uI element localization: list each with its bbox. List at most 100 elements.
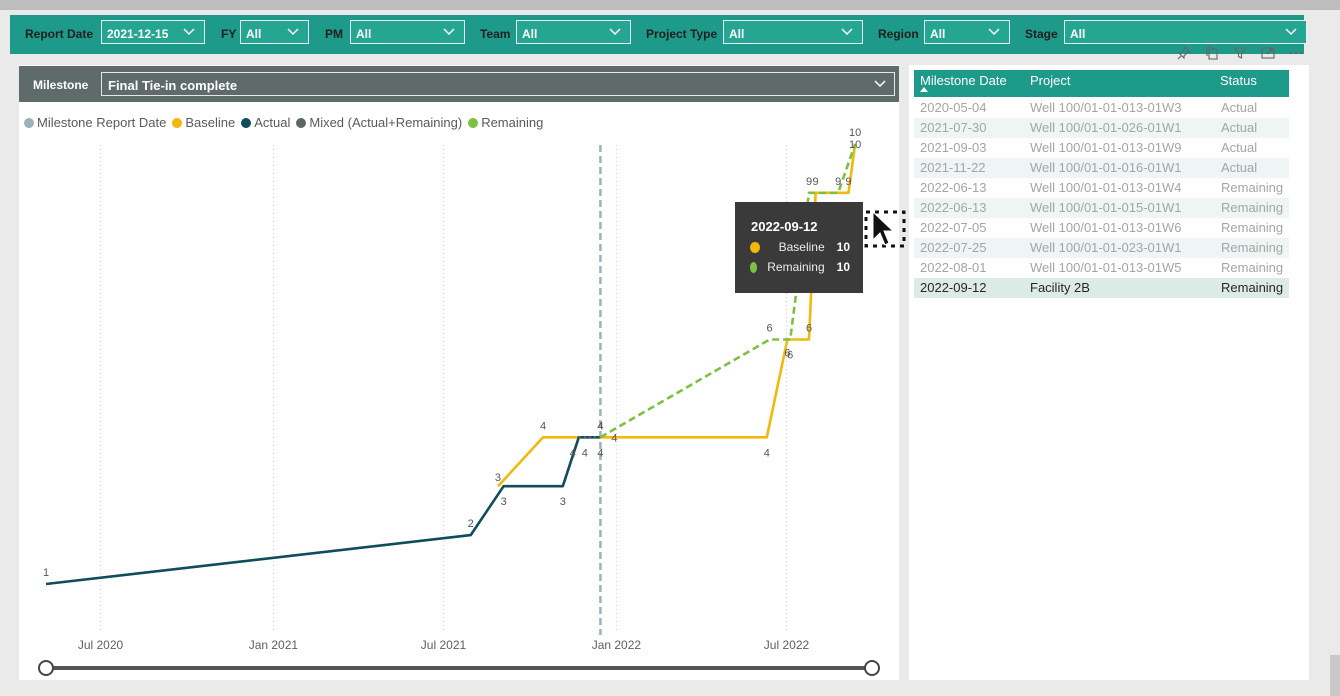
table-row[interactable]: 2022-07-25 Well 100/01-01-023-01W1 Remaini… [914, 238, 1289, 258]
page-scrollbar[interactable] [1330, 655, 1340, 696]
legend-item-mixed[interactable]: Mixed (Actual+Remaining) [296, 115, 462, 130]
fy-dropdown[interactable]: All [240, 20, 309, 44]
team-value: All [522, 27, 538, 41]
data-label: 4 [611, 432, 617, 444]
slider-end-handle[interactable] [864, 660, 880, 676]
chevron-down-icon [1285, 28, 1297, 36]
table-row[interactable]: 2021-11-22 Well 100/01-01-016-01W1 Actual [914, 158, 1289, 178]
chart-tooltip: 2022-09-12 Baseline 10 Remaining 10 [735, 202, 863, 293]
table-cell-status: Actual [1221, 120, 1258, 135]
data-label: 6 [806, 323, 812, 335]
tooltip-series-name: Remaining [767, 260, 825, 274]
pin-visual-button[interactable] [1170, 42, 1198, 64]
table-cell-project: Well 100/01-01-013-01W4 [1030, 180, 1182, 195]
pin-icon [1177, 45, 1192, 60]
column-header-milestone-date[interactable]: Milestone Date [920, 73, 1007, 88]
legend-label: Milestone Report Date [37, 115, 167, 130]
legend-label: Mixed (Actual+Remaining) [309, 115, 463, 130]
legend-label: Baseline [185, 115, 236, 130]
report-date-value: 2021-12-15 [107, 27, 169, 41]
stage-dropdown[interactable]: All [1064, 20, 1307, 44]
project-type-dropdown[interactable]: All [723, 20, 863, 44]
data-label: 4 [570, 447, 576, 459]
data-label: 9 [845, 176, 851, 188]
pm-value: All [356, 27, 372, 41]
table-row[interactable]: 2022-06-13 Well 100/01-01-013-01W4 Remaini… [914, 178, 1289, 198]
visual-header-toolbar [1170, 42, 1310, 64]
table-cell-status: Actual [1221, 160, 1258, 175]
data-label: 9 [835, 176, 841, 188]
tooltip-date: 2022-09-12 [751, 219, 818, 234]
milestone-label: Milestone [33, 78, 89, 92]
table-cell-project: Well 100/01-01-023-01W1 [1030, 240, 1182, 255]
window-top-border [0, 0, 1340, 10]
milestone-value: Final Tie-in complete [108, 78, 238, 93]
legend-item-baseline[interactable]: Baseline [172, 115, 235, 130]
x-tick-label: Jan 2021 [249, 638, 299, 652]
data-label: 3 [495, 472, 501, 484]
more-options-button[interactable] [1282, 42, 1310, 64]
milestone-slicer: Milestone Final Tie-in complete [19, 66, 899, 102]
table-row[interactable]: 2020-05-04 Well 100/01-01-013-01W3 Actual [914, 98, 1289, 118]
legend-item-actual[interactable]: Actual [241, 115, 290, 130]
tooltip-row-remaining: Remaining 10 [750, 260, 850, 274]
table-cell-date: 2022-09-12 [920, 280, 987, 295]
filter-label-report-date: Report Date [25, 27, 94, 41]
table-row[interactable]: 2022-07-05 Well 100/01-01-013-01W6 Remaini… [914, 218, 1289, 238]
focus-mode-button[interactable] [1254, 42, 1282, 64]
region-value: All [930, 27, 946, 41]
chevron-down-icon [988, 28, 1000, 36]
legend-item-remaining[interactable]: Remaining [468, 115, 543, 130]
pm-dropdown[interactable]: All [350, 20, 465, 44]
table-row[interactable]: 2021-07-30 Well 100/01-01-026-01W1 Actual [914, 118, 1289, 138]
data-label: 10 [849, 127, 861, 139]
filter-label-fy: FY [221, 27, 237, 41]
milestone-dropdown[interactable]: Final Tie-in complete [101, 72, 895, 96]
legend-item-milestone-report-date[interactable]: Milestone Report Date [24, 115, 166, 130]
tooltip-row-baseline: Baseline 10 [750, 240, 850, 254]
table-cell-status: Remaining [1221, 220, 1284, 235]
data-label: 9 [813, 176, 819, 188]
cursor-icon [872, 210, 895, 246]
filter-label-project-type: Project Type [646, 27, 718, 41]
column-header-status[interactable]: Status [1220, 73, 1257, 88]
table-cell-date: 2021-07-30 [920, 120, 987, 135]
filter-label-stage: Stage [1025, 27, 1058, 41]
stage-value: All [1070, 27, 1086, 41]
chart-legend: Milestone Report Date Baseline Actual Mi… [24, 115, 543, 130]
filter-visual-button[interactable] [1226, 42, 1254, 64]
table-cell-status: Remaining [1221, 280, 1284, 295]
team-dropdown[interactable]: All [516, 20, 631, 44]
legend-label: Remaining [481, 115, 544, 130]
table-cell-status: Remaining [1221, 200, 1284, 215]
table-cell-date: 2022-07-25 [920, 240, 987, 255]
table-cell-status: Actual [1221, 100, 1258, 115]
column-header-project[interactable]: Project [1030, 73, 1071, 88]
table-cell-project: Well 100/01-01-013-01W3 [1030, 100, 1182, 115]
legend-label: Actual [254, 115, 291, 130]
chevron-down-icon [609, 28, 621, 36]
copy-visual-button[interactable] [1198, 42, 1226, 64]
chevron-down-icon [183, 28, 195, 36]
table-cell-status: Remaining [1221, 240, 1284, 255]
tooltip-series-name: Baseline [778, 240, 825, 254]
fy-value: All [246, 27, 262, 41]
hover-selection-box [864, 210, 906, 248]
table-cell-project: Facility 2B [1030, 280, 1090, 295]
data-label: 4 [540, 420, 546, 432]
more-options-icon [1289, 51, 1303, 55]
data-label: 6 [787, 350, 793, 362]
series-line-baseline[interactable] [497, 143, 857, 488]
legend-dot [172, 117, 183, 128]
table-row[interactable]: 2022-06-13 Well 100/01-01-015-01W1 Remaini… [914, 198, 1289, 218]
tooltip-series-value: 10 [836, 240, 850, 254]
table-row[interactable]: 2022-08-01 Well 100/01-01-013-01W5 Remaini… [914, 258, 1289, 278]
series-line-actual[interactable] [45, 435, 601, 586]
slider-start-handle[interactable] [38, 660, 54, 676]
table-row[interactable]: 2022-09-12 Facility 2B Remaining [914, 278, 1289, 298]
region-dropdown[interactable]: All [924, 20, 1010, 44]
table-row[interactable]: 2021-09-03 Well 100/01-01-013-01W9 Actual [914, 138, 1289, 158]
report-date-dropdown[interactable]: 2021-12-15 [101, 20, 205, 44]
data-label: 6 [784, 348, 790, 360]
